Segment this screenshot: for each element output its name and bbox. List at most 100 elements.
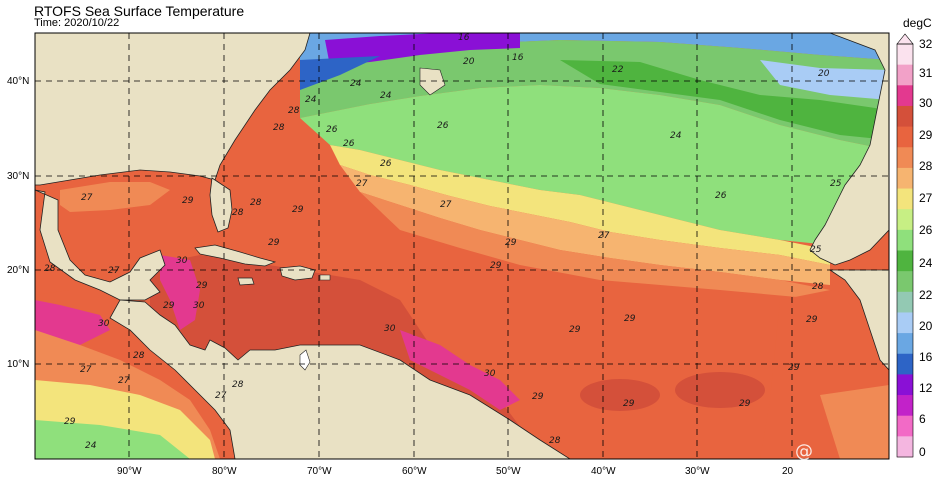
contour-label: 29: [505, 238, 517, 248]
lon-label-40: 40°W: [591, 466, 616, 477]
west-africa-land: [828, 269, 889, 371]
sst-band-26: [330, 145, 830, 265]
colorbar-tick-label: 16: [919, 350, 933, 364]
contour-label: 24: [380, 91, 392, 101]
newfoundland-land: [419, 67, 446, 96]
contour-label: 29: [739, 399, 751, 409]
colorbar-swatch: [897, 209, 913, 231]
contour-label: 28: [232, 380, 244, 390]
contour-label: 27: [440, 200, 452, 210]
contour-label: 25: [810, 245, 822, 255]
east-atlantic-27: [820, 385, 889, 459]
contour-label: 28: [232, 208, 244, 218]
contour-label: 29: [490, 261, 502, 271]
lon-label-90: 90°W: [117, 466, 142, 477]
contour-label: 20: [463, 57, 475, 67]
contour-label: 29: [292, 205, 304, 215]
colorbar-swatch: [897, 188, 913, 210]
contour-label: 28: [44, 264, 56, 274]
contour-label: 30: [176, 256, 188, 266]
contour-label: 24: [670, 131, 682, 141]
watermark: @: [795, 441, 813, 462]
sst-patch-29b: [675, 372, 765, 408]
colorbar-tick-label: 22: [919, 288, 933, 302]
contour-label: 29: [182, 196, 194, 206]
lat-label-40: 40°N: [7, 76, 29, 87]
colorbar-tick-label: 20: [919, 319, 933, 333]
contour-label: 30: [98, 319, 110, 329]
contour-label: 22: [612, 65, 624, 75]
gulf-shelf: [60, 182, 170, 212]
hispaniola-land: [279, 265, 316, 281]
contour-label: 29: [532, 392, 544, 402]
contour-label: 28: [812, 282, 824, 292]
lat-label-30: 30°N: [7, 171, 29, 182]
lon-label-20: 20: [782, 466, 794, 477]
colorbar-swatch: [897, 333, 913, 355]
puerto-rico-land: [319, 274, 331, 281]
colorbar-swatch: [897, 126, 913, 148]
lon-label-70: 70°W: [307, 466, 332, 477]
trinidad-land: [299, 349, 311, 371]
colorbar-swatch: [897, 291, 913, 313]
colorbar-tick-label: 26: [919, 223, 933, 237]
contour-label: 26: [343, 139, 355, 149]
mexico-land: [35, 189, 166, 301]
africa-europe-land: [809, 33, 889, 266]
sst-band-24: [560, 60, 889, 140]
contour-label: 29: [569, 325, 581, 335]
map-time: Time: 2020/10/22: [34, 17, 120, 29]
contour-label: 27: [108, 266, 120, 276]
contour-label: 29: [788, 363, 800, 373]
colorbar-tick-label: 29: [919, 128, 933, 142]
contour-label: 25: [830, 179, 842, 189]
colorbar: [896, 33, 914, 458]
contour-label: 27: [598, 231, 610, 241]
colorbar-swatch: [897, 250, 913, 272]
colorbar-swatch: [897, 44, 913, 66]
sst-patch-30a: [400, 330, 520, 410]
contour-label: 27: [81, 193, 93, 203]
colorbar-swatch: [897, 353, 913, 375]
contour-label: 24: [305, 95, 317, 105]
colorbar-swatch: [897, 105, 913, 128]
contour-label: 16: [458, 33, 470, 43]
sst-band-28: [360, 192, 830, 300]
contour-label: 24: [85, 441, 97, 451]
colorbar-swatch: [897, 147, 913, 169]
contour-label: 24: [350, 79, 362, 89]
contour-label: 16: [512, 53, 524, 63]
contour-label: 26: [715, 191, 727, 201]
lat-label-10: 10°N: [7, 359, 29, 370]
contour-label: 29: [196, 281, 208, 291]
map-title: RTOFS Sea Surface Temperature: [34, 3, 245, 19]
colorbar-swatch: [897, 229, 913, 251]
lon-label-30: 30°W: [685, 466, 710, 477]
contour-label: 27: [118, 376, 130, 386]
pacific-band-24: [35, 420, 190, 459]
contour-label: 29: [268, 238, 280, 248]
contour-labels: 16 16 20 20 22 24 24 24 24 25 25 26 26 26 26 26 27 27 27 27…: [44, 33, 842, 451]
central-south-america-land: [109, 299, 571, 459]
contour-label: 27: [215, 391, 227, 401]
contour-label: 29: [623, 399, 635, 409]
contour-label: 30: [484, 369, 496, 379]
contour-label: 28: [273, 123, 285, 133]
lon-label-60: 60°W: [402, 466, 427, 477]
contour-label: 28: [549, 436, 561, 446]
colorbar-tick-label: 30: [919, 96, 933, 110]
contour-label: 29: [64, 417, 76, 427]
contour-label: 30: [193, 301, 205, 311]
colorbar-tick-label: 0: [919, 445, 926, 459]
colorbar-tick-label: 6: [919, 412, 926, 426]
contour-label: 29: [806, 315, 818, 325]
cuba-land: [194, 244, 277, 267]
colorbar-swatch: [897, 374, 913, 396]
lat-label-20: 20°N: [7, 265, 29, 276]
colorbar-swatch: [897, 395, 913, 417]
colorbar-tick-label: 12: [919, 381, 933, 395]
sst-patch-30c: [35, 300, 110, 345]
sst-band-27: [340, 165, 830, 285]
sst-band-22: [300, 40, 889, 150]
colorbar-swatch: [897, 271, 913, 293]
